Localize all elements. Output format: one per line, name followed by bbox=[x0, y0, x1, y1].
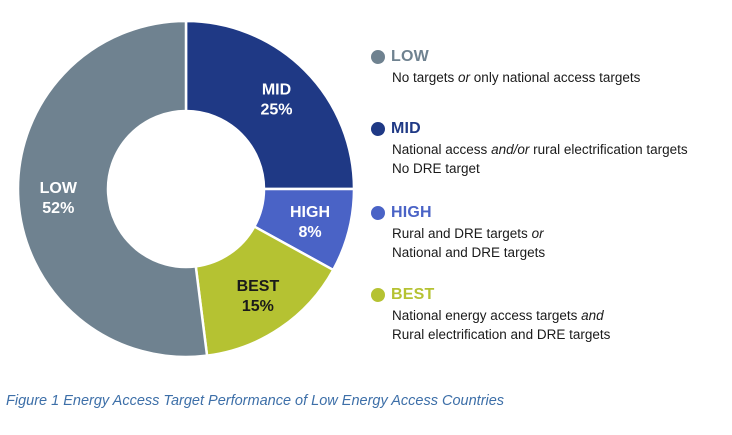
legend-item-best: BEST National energy access targets and R… bbox=[371, 284, 726, 344]
legend-desc-segment: rural electrification targets bbox=[529, 142, 688, 157]
slice-name-best: BEST bbox=[237, 278, 280, 295]
legend-item-mid: MID National access and/or rural electri… bbox=[371, 118, 726, 178]
slice-mid bbox=[184, 19, 356, 191]
legend-desc-line: National energy access targets and bbox=[392, 306, 726, 325]
legend-desc-line: No DRE target bbox=[392, 159, 726, 178]
legend-desc-segment: No targets bbox=[392, 70, 459, 85]
legend-title-mid: MID bbox=[391, 120, 421, 137]
slice-value-mid: 25% bbox=[260, 102, 292, 119]
legend-swatch-mid bbox=[371, 122, 385, 136]
slice-low bbox=[16, 19, 209, 359]
slice-best bbox=[194, 224, 335, 358]
legend-desc-segment: National access bbox=[392, 142, 492, 157]
legend-desc-high: Rural and DRE targets or National and DRE… bbox=[392, 224, 726, 262]
slice-value-high: 8% bbox=[298, 224, 321, 241]
slice-name-mid: MID bbox=[262, 82, 291, 99]
legend-item-low: LOW No targets or only national access t… bbox=[371, 46, 726, 87]
legend-desc-segment: National and DRE targets bbox=[392, 245, 546, 260]
legend-title-high: HIGH bbox=[391, 204, 432, 221]
legend-swatch-high bbox=[371, 206, 385, 220]
legend-item-high: HIGH Rural and DRE targets or National an… bbox=[371, 202, 726, 262]
legend-desc-segment: or bbox=[458, 70, 471, 85]
legend-desc-segment: and bbox=[581, 308, 604, 323]
legend-desc-line: National and DRE targets bbox=[392, 243, 726, 262]
legend-desc-line: No targets or only national access targe… bbox=[392, 68, 726, 87]
figure-caption: Figure 1 Energy Access Target Performanc… bbox=[6, 393, 505, 409]
legend-desc-line: National access and/or rural electrifica… bbox=[392, 140, 726, 159]
legend-swatch-best bbox=[371, 288, 385, 302]
slice-value-best: 15% bbox=[242, 298, 274, 315]
legend-desc-low: No targets or only national access targe… bbox=[392, 68, 726, 87]
legend-desc-segment: Rural and DRE targets bbox=[392, 226, 532, 241]
legend-desc-segment: and/or bbox=[491, 142, 530, 157]
legend-title-low: LOW bbox=[391, 48, 429, 65]
legend-desc-best: National energy access targets and Rural … bbox=[392, 306, 726, 344]
legend-desc-segment: only national access targets bbox=[470, 70, 641, 85]
legend-desc-segment: or bbox=[531, 226, 544, 241]
legend-desc-segment: Rural electrification and DRE targets bbox=[392, 327, 611, 342]
legend-desc-line: Rural and DRE targets or bbox=[392, 224, 726, 243]
legend-desc-line: Rural electrification and DRE targets bbox=[392, 325, 726, 344]
slice-value-low: 52% bbox=[42, 200, 74, 217]
slice-name-low: LOW bbox=[40, 180, 78, 197]
legend-desc-segment: National energy access targets bbox=[392, 308, 582, 323]
legend-title-best: BEST bbox=[391, 286, 435, 303]
legend-desc-mid: National access and/or rural electrifica… bbox=[392, 140, 726, 178]
legend-desc-segment: No DRE target bbox=[392, 161, 480, 176]
legend-swatch-low bbox=[371, 50, 385, 64]
slice-name-high: HIGH bbox=[290, 204, 330, 221]
